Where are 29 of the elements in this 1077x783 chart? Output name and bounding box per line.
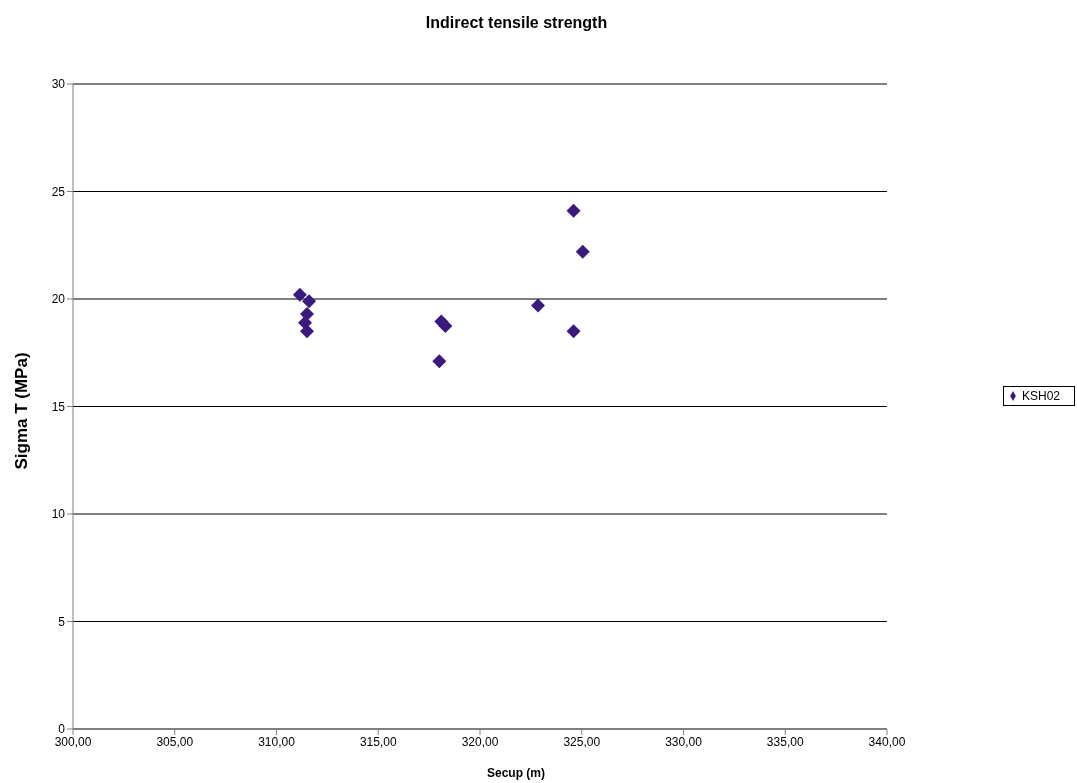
point <box>530 298 545 313</box>
x-axis-title: Secup (m) <box>486 766 546 780</box>
x-tick-label: 335,00 <box>766 734 804 749</box>
point <box>438 318 453 333</box>
x-tick-label: 315,00 <box>359 734 397 749</box>
point <box>575 244 590 259</box>
x-tick-label: 305,00 <box>156 734 194 749</box>
point <box>432 354 447 369</box>
y-tick-label: 20 <box>51 292 66 307</box>
x-tick-label: 330,00 <box>665 734 703 749</box>
point <box>300 324 315 339</box>
point <box>302 294 317 309</box>
chart-title: Indirect tensile strength <box>424 14 609 32</box>
y-tick-label: 5 <box>58 614 66 629</box>
point <box>292 287 307 302</box>
point <box>566 203 581 218</box>
y-axis-title: Sigma T (MPa) <box>12 352 32 470</box>
x-tick-label: 310,00 <box>258 734 296 749</box>
x-tick-label: 320,00 <box>461 734 499 749</box>
point <box>566 324 581 339</box>
y-tick-label: 10 <box>51 507 66 522</box>
y-tick-label: 15 <box>51 399 66 414</box>
x-tick-label: 300,00 <box>54 734 92 749</box>
y-tick-label: 25 <box>51 184 66 199</box>
x-tick-label: 325,00 <box>563 734 601 749</box>
x-tick-label: 340,00 <box>868 734 906 749</box>
y-tick-label: 30 <box>51 77 66 92</box>
y-tick-label: 0 <box>58 722 66 737</box>
legend-label: KSH02 <box>1021 388 1060 403</box>
